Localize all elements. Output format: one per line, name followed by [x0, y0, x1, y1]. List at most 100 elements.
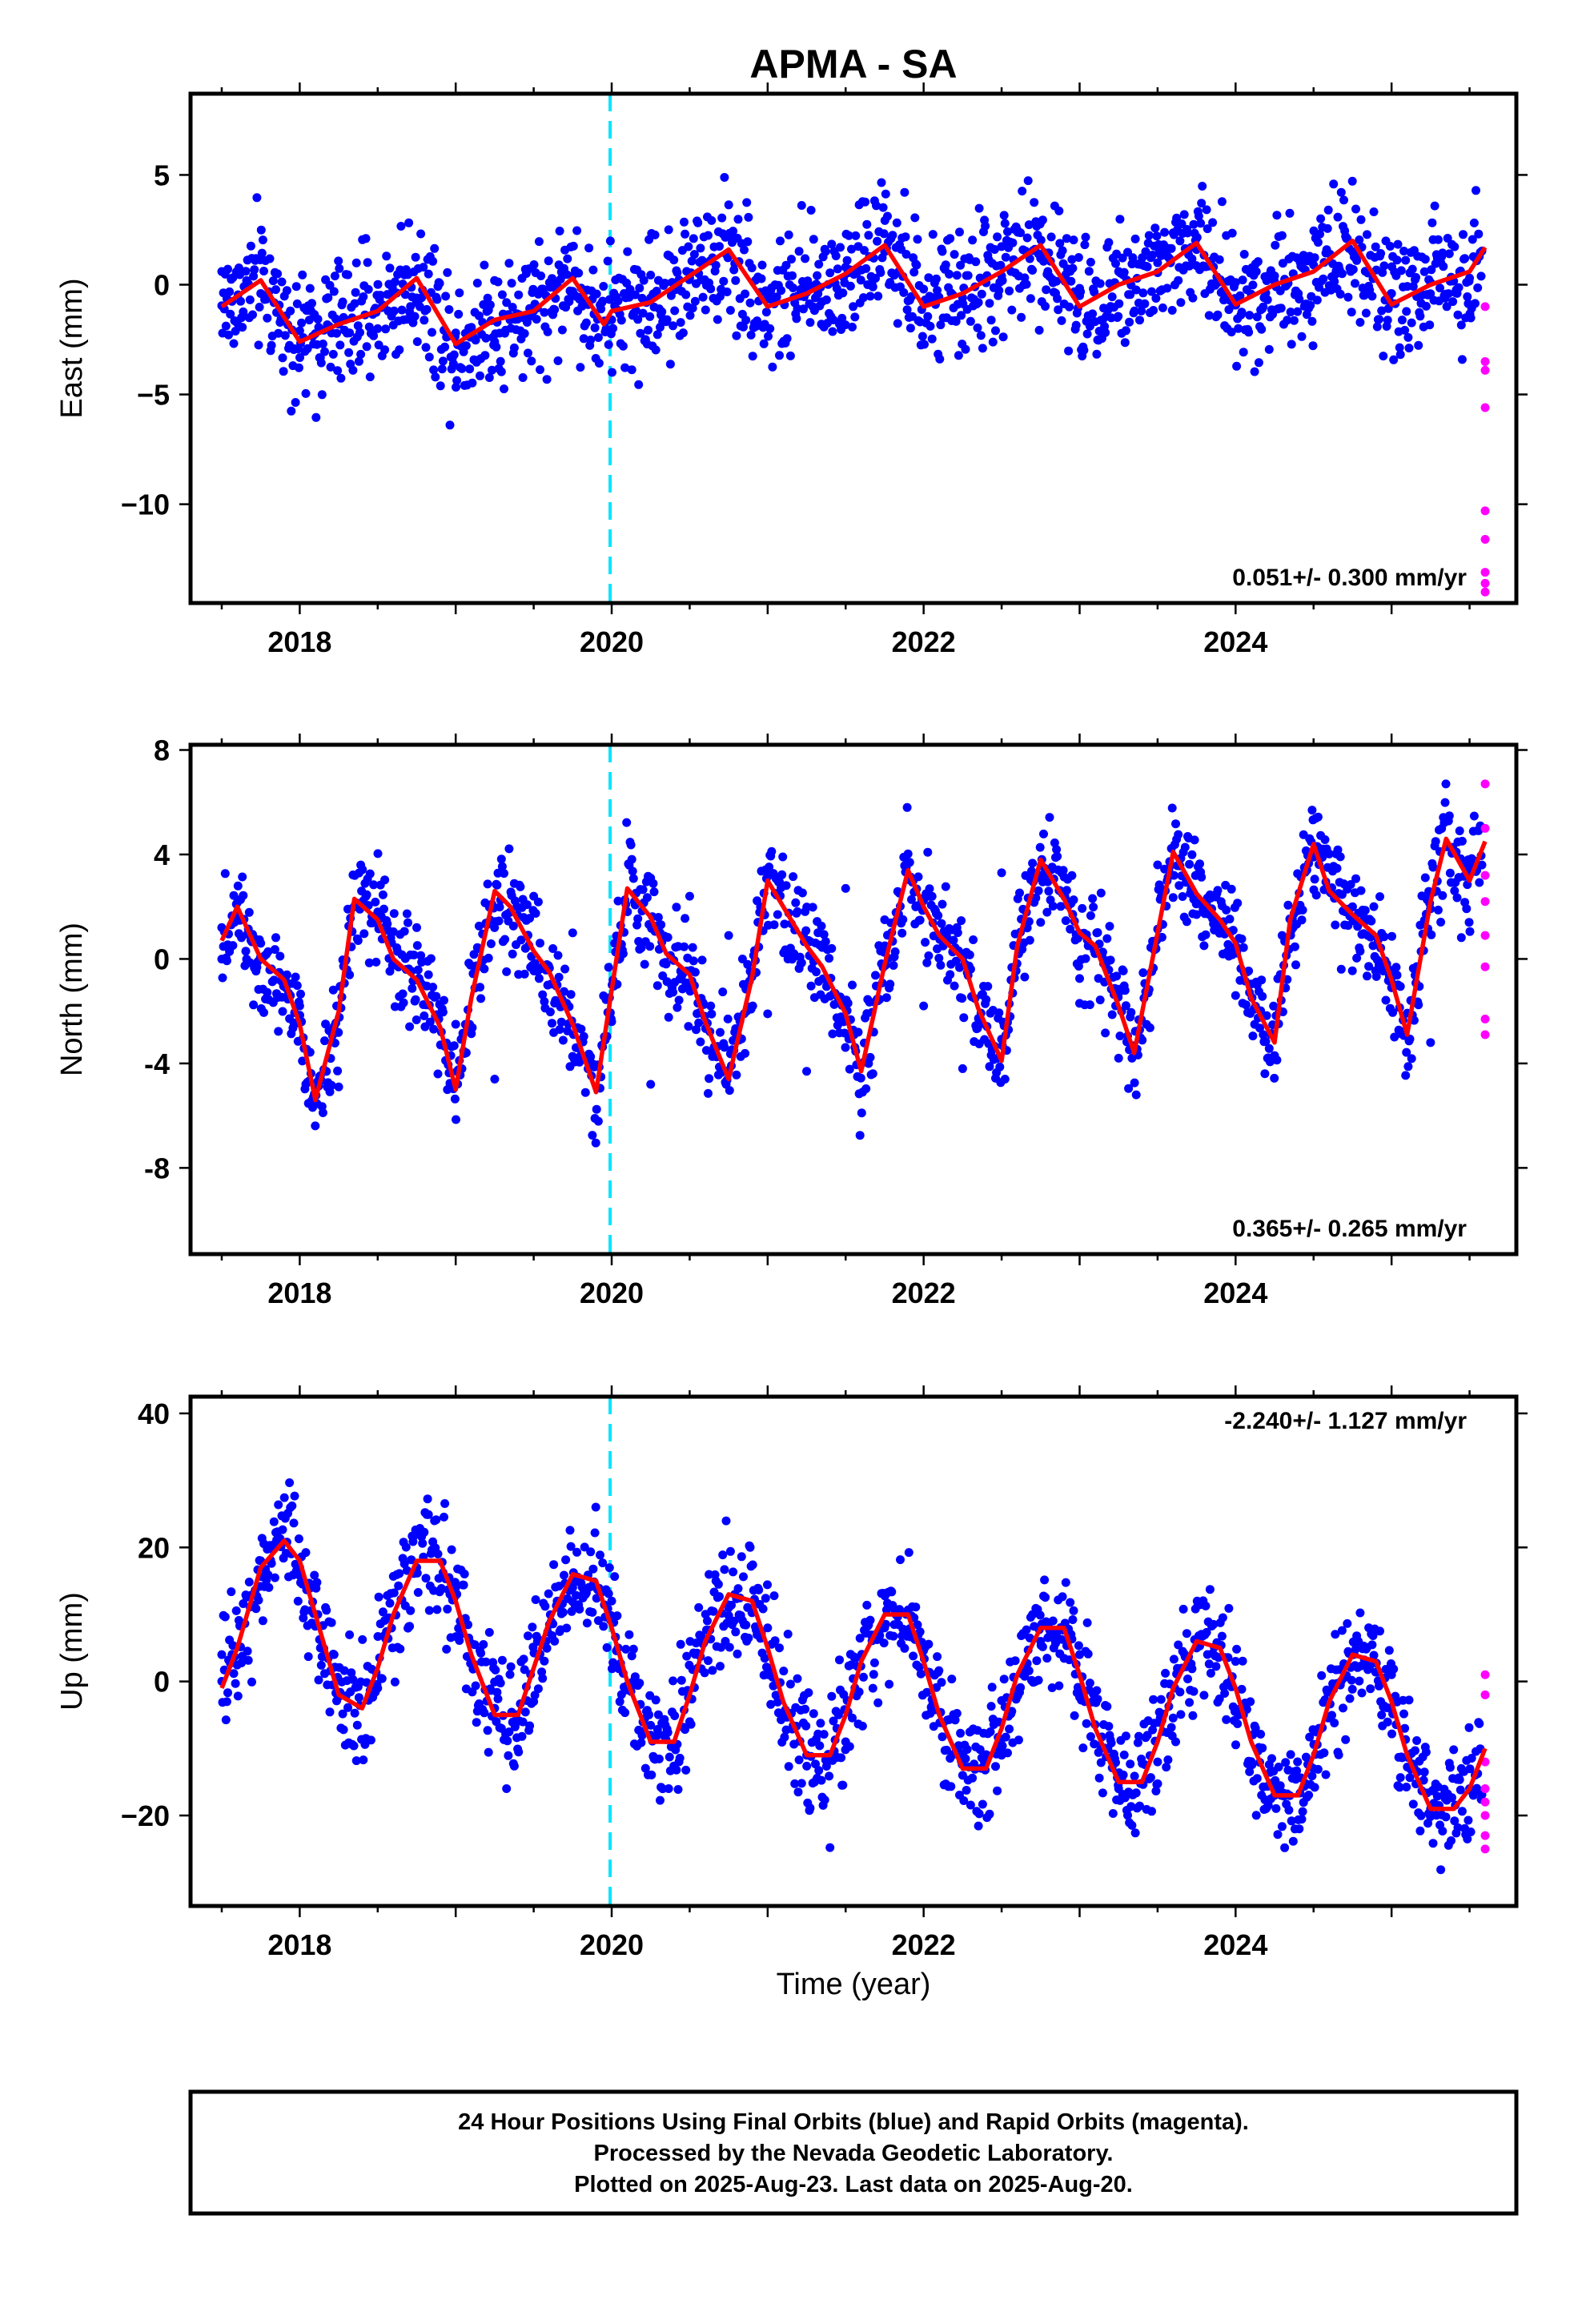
final-orbit-point	[627, 1651, 636, 1661]
final-orbit-point	[402, 909, 412, 919]
final-orbit-point	[412, 941, 422, 951]
final-orbit-point	[642, 893, 652, 903]
final-orbit-point	[831, 251, 841, 260]
final-orbit-point	[748, 1001, 757, 1011]
final-orbit-point	[1160, 227, 1170, 237]
final-orbit-point	[1364, 962, 1374, 971]
final-orbit-point	[1055, 239, 1065, 248]
final-orbit-point	[540, 997, 549, 1007]
final-orbit-point	[1427, 218, 1437, 227]
final-orbit-point	[627, 365, 636, 375]
final-orbit-point	[270, 1573, 279, 1582]
footer-line-2: Processed by the Nevada Geodetic Laborat…	[594, 2141, 1114, 2166]
final-orbit-point	[623, 247, 632, 256]
final-orbit-point	[933, 286, 942, 296]
final-orbit-point	[345, 328, 355, 338]
final-orbit-point	[816, 1719, 825, 1728]
final-orbit-point	[974, 1821, 983, 1831]
final-orbit-point	[484, 1627, 494, 1637]
final-orbit-point	[681, 290, 691, 300]
final-orbit-point	[777, 286, 786, 296]
rapid-orbit-point	[1480, 535, 1490, 544]
final-orbit-point	[1138, 968, 1148, 978]
final-orbit-point	[956, 260, 966, 270]
final-orbit-point	[696, 243, 705, 253]
final-orbit-point	[226, 309, 235, 319]
final-orbit-point	[1436, 1865, 1446, 1875]
final-orbit-point	[917, 332, 927, 341]
final-orbit-point	[639, 275, 648, 285]
final-orbit-point	[801, 926, 811, 935]
final-orbit-point	[1449, 1745, 1459, 1755]
rapid-orbit-point	[1480, 1670, 1490, 1679]
final-orbit-point	[885, 979, 895, 989]
final-orbit-point	[1347, 308, 1356, 317]
final-orbit-point	[474, 921, 484, 931]
final-orbit-point	[591, 1502, 600, 1512]
final-orbit-point	[405, 1022, 415, 1031]
final-orbit-point	[496, 854, 506, 864]
final-orbit-point	[491, 1665, 500, 1675]
final-orbit-point	[536, 365, 544, 375]
final-orbit-point	[264, 1582, 274, 1592]
final-orbit-point	[1137, 306, 1146, 316]
final-orbit-point	[553, 356, 563, 365]
final-orbit-point	[977, 289, 986, 299]
final-orbit-point	[838, 288, 848, 298]
final-orbit-point	[669, 1676, 678, 1686]
final-orbit-point	[603, 256, 612, 266]
final-orbit-point	[1058, 1592, 1067, 1602]
final-orbit-point	[1044, 887, 1054, 896]
y-tick-label: −5	[137, 379, 170, 412]
final-orbit-point	[531, 1595, 540, 1604]
final-orbit-point	[946, 970, 955, 979]
final-orbit-point	[1343, 1618, 1352, 1628]
final-orbit-point	[1347, 1675, 1356, 1685]
final-orbit-point	[457, 364, 467, 373]
final-orbit-point	[1448, 297, 1458, 307]
final-orbit-point	[1271, 1803, 1281, 1813]
final-orbit-point	[933, 1652, 942, 1662]
final-orbit-point	[1161, 1668, 1170, 1678]
rapid-orbit-point	[1480, 356, 1490, 366]
final-orbit-sample-point	[958, 1063, 967, 1073]
final-orbit-point	[1334, 1750, 1343, 1759]
final-orbit-point	[1233, 899, 1243, 908]
final-orbit-point	[480, 1708, 489, 1718]
final-orbit-point	[845, 1064, 854, 1074]
final-orbit-point	[476, 994, 486, 1003]
final-orbit-point	[821, 295, 831, 304]
final-orbit-point	[828, 327, 837, 336]
final-orbit-point	[1395, 1783, 1404, 1792]
rapid-orbit-point	[1480, 365, 1490, 375]
final-orbit-point	[1080, 240, 1090, 250]
final-orbit-point	[725, 306, 735, 315]
final-orbit-point	[1176, 1710, 1186, 1719]
final-orbit-point	[1239, 250, 1249, 259]
final-orbit-point	[1443, 234, 1452, 243]
final-orbit-point	[1227, 328, 1236, 337]
final-orbit-point	[1419, 1767, 1429, 1777]
final-orbit-point	[1235, 291, 1245, 300]
final-orbit-point	[1400, 1723, 1410, 1733]
final-orbit-point	[1158, 303, 1167, 312]
final-orbit-point	[1233, 1719, 1243, 1728]
final-orbit-point	[997, 242, 1006, 251]
final-orbit-point	[1075, 974, 1084, 983]
final-orbit-point	[1396, 266, 1406, 275]
final-orbit-point	[1463, 292, 1472, 301]
final-orbit-point	[1045, 813, 1054, 822]
final-orbit-point	[1367, 1640, 1377, 1650]
final-orbit-point	[580, 1088, 590, 1097]
final-orbit-point	[502, 298, 512, 308]
final-orbit-point	[233, 881, 243, 891]
final-orbit-point	[650, 230, 660, 239]
final-orbit-point	[430, 243, 440, 253]
final-orbit-point	[388, 927, 398, 936]
rapid-orbit-point	[1480, 568, 1490, 577]
final-orbit-point	[1041, 1593, 1050, 1602]
final-orbit-point	[684, 242, 693, 251]
final-orbit-point	[229, 339, 239, 348]
final-orbit-point	[1310, 875, 1319, 884]
final-orbit-point	[644, 1710, 654, 1719]
